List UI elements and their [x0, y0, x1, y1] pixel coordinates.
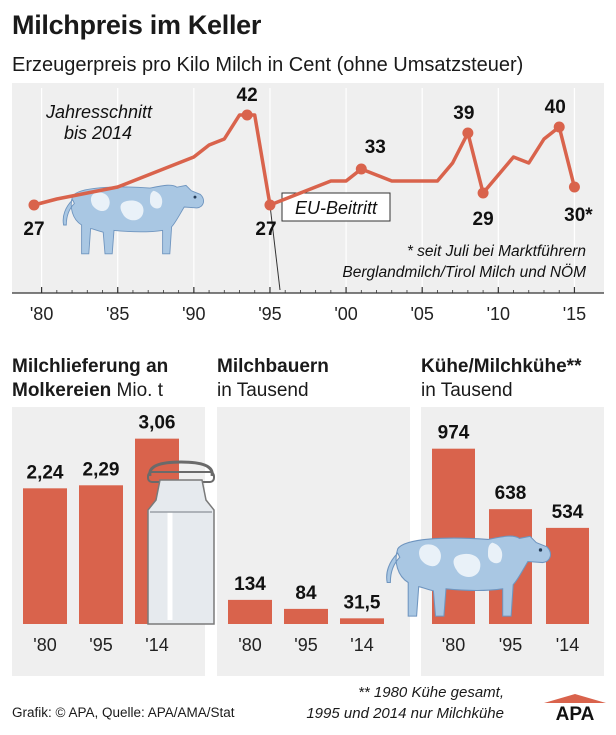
bar-category-3-0: '80 [442, 635, 465, 655]
bar-3-2 [546, 527, 589, 624]
cow-line-chart-icon-eye [193, 195, 197, 199]
data-point-label-6: 40 [545, 97, 566, 118]
data-point-label-4: 39 [453, 103, 474, 124]
panel-title-milchbauern: Milchbauern in Tausend [217, 355, 329, 403]
x-tick-label-1985: '85 [106, 304, 129, 324]
bar-label-3-2: 534 [552, 502, 584, 523]
footnote-cows: ** 1980 Kühe gesamt, 1995 und 2014 nur M… [306, 682, 504, 724]
data-point-7 [568, 181, 580, 193]
bar-2-2 [340, 618, 384, 624]
apa-logo: APA [544, 694, 606, 722]
bar-category-3-2: '14 [556, 635, 579, 655]
bar-1-0 [23, 488, 67, 624]
data-point-3 [355, 163, 367, 175]
apa-logo-text: APA [556, 704, 595, 722]
x-tick-label-2005: '05 [410, 304, 433, 324]
milk-can-body [147, 479, 215, 625]
panel-title-milchlieferung-line1: Milchlieferung an [12, 356, 169, 377]
bar-panel-bg-1 [217, 407, 410, 676]
bar-label-3-0: 974 [438, 423, 470, 444]
footnote-cows-line1: ** 1980 Kühe gesamt, [358, 684, 504, 701]
eu-label: EU-Beitritt [295, 198, 378, 218]
bar-label-1-2: 3,06 [139, 413, 176, 434]
x-tick-label-2000: '00 [334, 304, 357, 324]
data-point-5 [477, 187, 489, 199]
bar-panels: 2,24 '80 2,29 '95 3,06 '14 134 '80 84 '95 31,5 '14 9… [12, 407, 604, 676]
bar-category-1-0: '80 [33, 635, 56, 655]
x-tick-label-1990: '90 [182, 304, 205, 324]
data-point-6 [553, 121, 565, 133]
panel-title-milchbauern-line1: Milchbauern [217, 356, 329, 377]
bar-label-2-1: 84 [295, 583, 317, 604]
data-point-1 [241, 109, 253, 121]
line-footnote-1: * seit Juli bei Marktführern [407, 243, 586, 260]
panel-title-kuehe: Kühe/Milchkühe** in Tausend [421, 355, 581, 403]
bar-label-1-1: 2,29 [83, 459, 120, 480]
bar-label-2-2: 31,5 [344, 592, 381, 613]
bar-category-3-1: '95 [499, 635, 522, 655]
x-tick-label-2015: '15 [563, 304, 586, 324]
milk-can-icon [147, 460, 215, 625]
x-tick-label-1995: '95 [258, 304, 281, 324]
bar-1-1 [79, 485, 123, 624]
cow-line-chart-icon-spots [90, 190, 163, 221]
data-point-label-1: 42 [237, 85, 258, 106]
data-point-4 [462, 127, 474, 139]
credit-line: Grafik: © APA, Quelle: APA/AMA/Stat [12, 705, 235, 720]
bar-category-2-1: '95 [294, 635, 317, 655]
series-label-line2: bis 2014 [64, 123, 132, 143]
x-tick-label-1980: '80 [30, 304, 53, 324]
panel-title-milchlieferung-unit: Mio. t [116, 380, 163, 401]
data-point-label-3: 33 [365, 137, 386, 158]
panel-title-milchlieferung: Milchlieferung an Molkereien Mio. t [12, 355, 168, 403]
page-subtitle: Erzeugerpreis pro Kilo Milch in Cent (oh… [12, 54, 524, 76]
bar-category-1-2: '14 [145, 635, 168, 655]
eu-label-box [281, 192, 391, 222]
price-series-line [32, 113, 577, 207]
x-tick-label-2010: '10 [487, 304, 510, 324]
panel-title-milchbauern-line2: in Tausend [217, 380, 309, 401]
panel-title-milchlieferung-line2: Molkereien [12, 380, 112, 401]
eu-pointer-line [269, 204, 281, 291]
cow-bar-panel-icon [386, 535, 551, 617]
bar-label-2-0: 134 [234, 574, 266, 595]
price-line-chart: '80 '85 '90 '95 '00 '05 '10 '15 EU-Beitritt Jahre… [12, 83, 604, 324]
bar-2-0 [228, 599, 272, 624]
series-label-line1: Jahresschnitt [45, 102, 153, 122]
data-point-label-0: 27 [23, 219, 44, 240]
panel-title-kuehe-line1: Kühe/Milchkühe** [421, 356, 582, 377]
cow-line-chart-icon [62, 184, 204, 255]
cow-bar-panel-icon-eye [538, 548, 543, 552]
milk-can-handle [148, 460, 214, 477]
data-point-label-5: 29 [473, 209, 494, 230]
data-point-0 [28, 199, 40, 211]
line-footnote-2: Berglandmilch/Tirol Milch und NÖM [342, 263, 586, 281]
bar-category-1-1: '95 [89, 635, 112, 655]
bar-label-3-1: 638 [495, 483, 527, 504]
data-point-label-2: 27 [255, 219, 276, 240]
bar-2-1 [284, 608, 328, 624]
panel-title-kuehe-line2: in Tausend [421, 380, 513, 401]
footnote-cows-line2: 1995 und 2014 nur Milchkühe [306, 705, 504, 722]
bar-category-2-0: '80 [238, 635, 261, 655]
data-point-label-7: 30* [564, 205, 593, 226]
bar-label-1-0: 2,24 [27, 462, 64, 483]
page-title: Milchpreis im Keller [12, 10, 262, 40]
cow-bar-panel-icon-spots [419, 542, 503, 578]
bar-category-2-2: '14 [350, 635, 373, 655]
data-point-2 [264, 199, 276, 211]
